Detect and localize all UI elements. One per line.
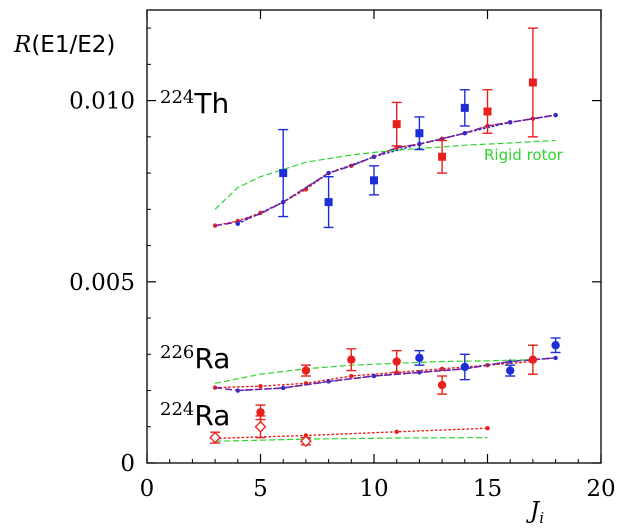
point-224th-blue-square [279,169,288,178]
curve-224th-rigid-rotor [214,139,556,210]
point-224th-red-square [528,78,537,87]
y-tick-label: 0.010 [69,89,135,115]
point-224th-blue-square [460,103,469,112]
point-224ra-red-diamond [254,420,267,433]
point-226ra-red-circle [528,355,538,364]
y-tick-label: 0.005 [69,270,135,296]
curve-226ra-blue-node [281,385,286,391]
curve-226ra-red-node [258,383,263,389]
point-224th-red-square [438,152,447,161]
x-tick-label: 0 [140,476,155,502]
point-226ra-red-circle [347,355,356,364]
curve-224th-red-node [212,223,218,228]
label-ra226: 226Ra [160,342,230,375]
point-226ra-blue-circle [460,362,469,372]
x-tick-label: 15 [473,476,502,502]
x-tick-label: 5 [253,476,268,502]
label-th224: 224Th [160,87,229,120]
point-226ra-blue-circle [415,353,424,363]
curve-224ra-red-node [485,426,490,431]
point-226ra-red-circle [437,380,447,390]
point-224th-blue-square [370,176,378,185]
point-226ra-blue-circle [551,341,560,350]
point-224ra-red-diamond [299,435,312,448]
point-224th-blue-square [324,198,333,207]
curve-224ra-red-node [394,429,399,435]
y-tick-label: 0 [120,451,135,477]
point-226ra-red-circle [392,357,401,366]
curve-226ra-dashed [214,357,556,392]
x-tick-label: 20 [586,476,615,502]
curve-226ra-red-node [349,373,354,379]
point-226ra-blue-circle [506,366,515,375]
point-224th-blue-square [415,129,424,138]
curve-224ra-red-dotted [214,427,489,440]
label-ra224: 224Ra [160,399,230,432]
curve-226ra-red-node [439,366,445,371]
rigid-rotor-label: Rigid rotor [484,146,564,164]
curve-224ra-rigid-rotor [215,437,488,442]
x-axis-label: Ji [526,498,544,527]
point-224th-red-square [483,107,492,116]
curve-224th-red-dotted [214,114,557,227]
y-axis-label: R(E1/E2) [13,32,115,58]
x-tick-label: 10 [359,476,388,502]
curve-226ra-rigid-rotor [214,359,533,384]
point-224th-red-square [392,120,401,129]
axis-ticks: 0 5 10 15 20 0 0.005 0.010 [69,10,616,502]
curve-224th-red-node [394,145,399,150]
curve-226ra-blue-dotted [237,357,557,392]
point-226ra-red-circle [301,366,311,375]
curve-224th-dashed [214,114,556,227]
curve-224th-blue-node [553,112,558,118]
data-points [209,27,561,448]
point-224ra-red-diamond [209,431,222,444]
point-224ra-red-circle [256,408,265,417]
curve-226ra-blue-node [371,373,377,379]
